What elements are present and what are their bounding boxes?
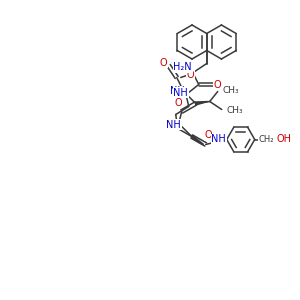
Text: OH: OH — [276, 134, 291, 145]
Text: NH: NH — [211, 134, 226, 145]
Polygon shape — [192, 135, 204, 145]
Text: CH₃: CH₃ — [222, 86, 239, 95]
Polygon shape — [196, 101, 208, 105]
Text: CH₃: CH₃ — [226, 106, 243, 115]
Text: O: O — [187, 70, 194, 80]
Text: NH: NH — [173, 88, 188, 98]
Text: CH₂: CH₂ — [259, 135, 274, 144]
Text: O: O — [160, 58, 167, 68]
Text: NH: NH — [170, 86, 185, 97]
Text: O: O — [214, 80, 221, 89]
Text: O: O — [205, 130, 212, 140]
Text: H₂N: H₂N — [173, 62, 192, 73]
Text: O: O — [175, 98, 182, 107]
Text: NH: NH — [166, 119, 181, 130]
